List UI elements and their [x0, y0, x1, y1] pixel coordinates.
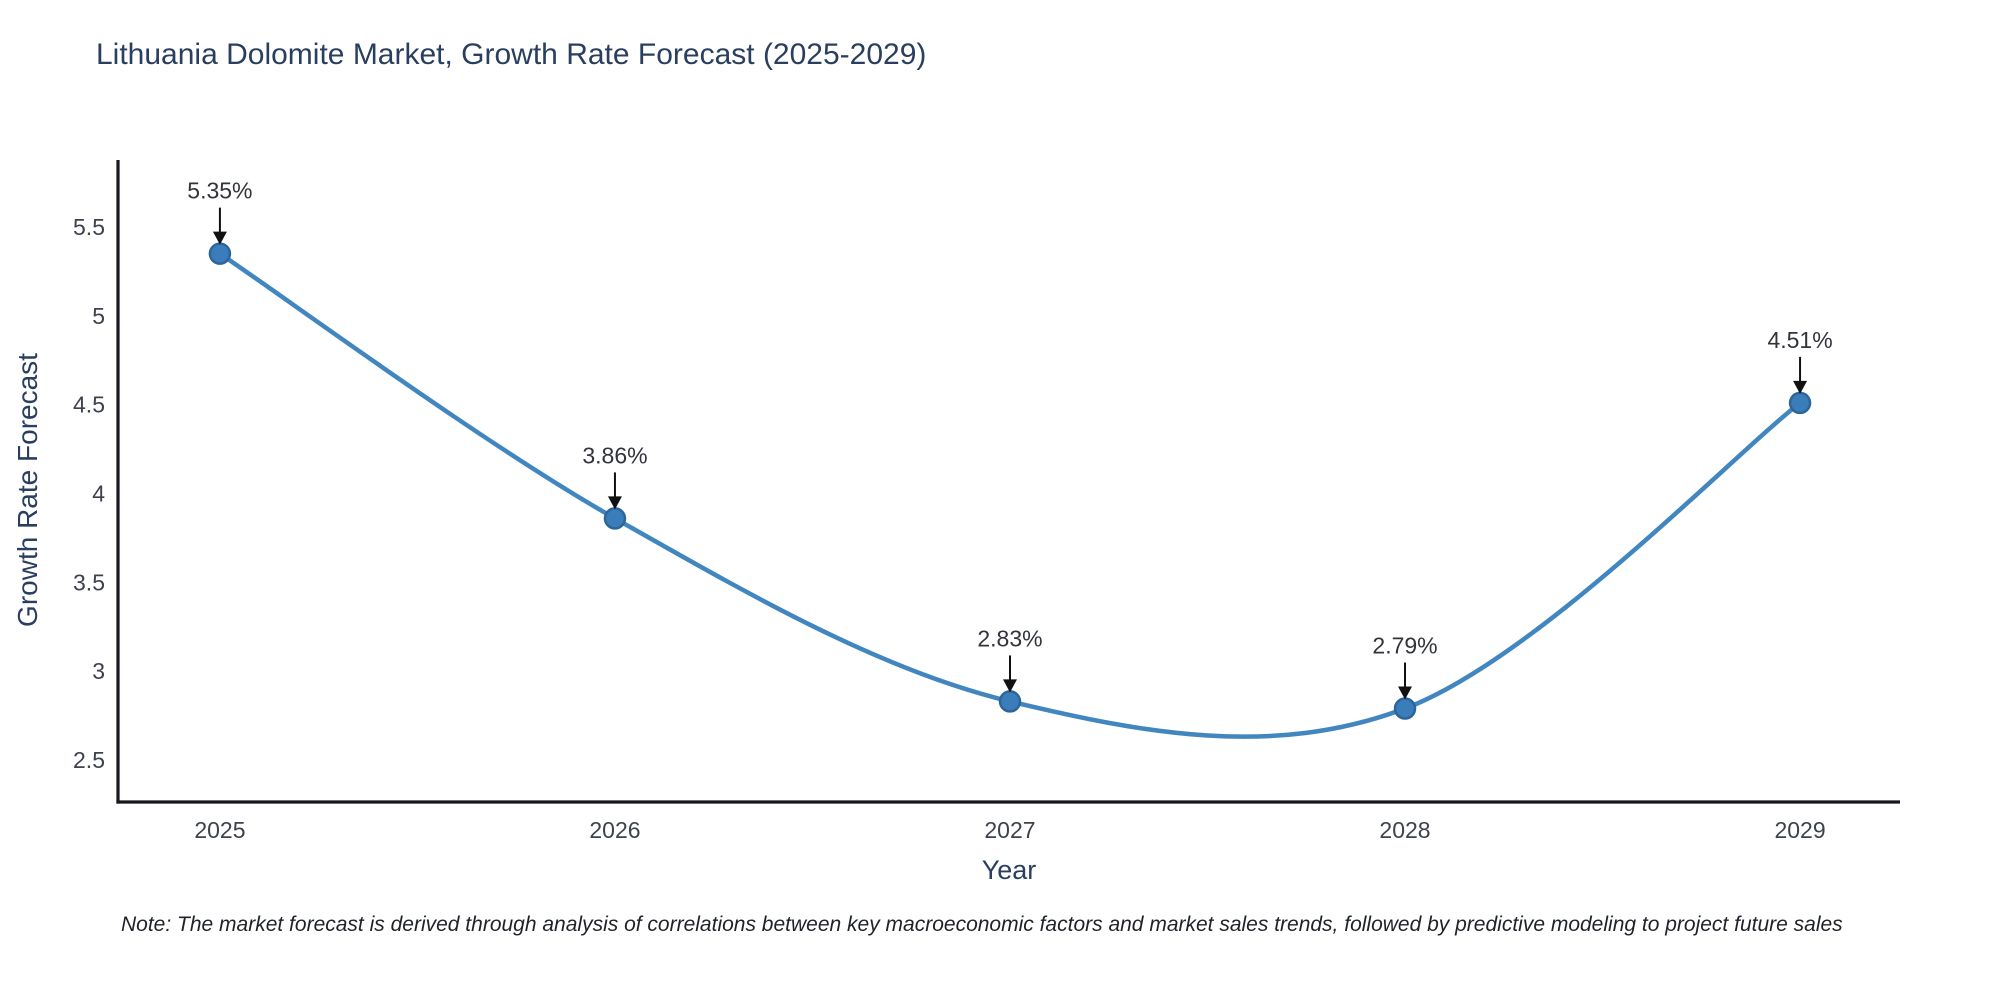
data-point-marker[interactable]: [603, 507, 627, 530]
data-point-marker[interactable]: [1393, 697, 1417, 720]
y-tick-label: 3: [92, 658, 105, 684]
x-axis-title: Year: [981, 855, 1037, 885]
chart-footnote: Note: The market forecast is derived thr…: [121, 913, 1843, 936]
data-point-marker[interactable]: [208, 242, 232, 265]
data-point-label: 3.86%: [582, 442, 647, 468]
annotation-arrow-head-icon: [1793, 380, 1808, 394]
data-point-marker[interactable]: [1788, 391, 1812, 415]
x-tick-label: 2025: [194, 817, 245, 843]
y-tick-label: 4: [92, 481, 105, 507]
annotation-arrow-head-icon: [1398, 686, 1413, 700]
x-tick-label: 2026: [589, 817, 640, 843]
x-tick-label: 2027: [984, 817, 1035, 843]
data-point-marker[interactable]: [998, 690, 1022, 713]
data-point-label: 5.35%: [187, 178, 252, 204]
y-axis-title: Growth Rate Forecast: [12, 353, 43, 627]
x-tick-label: 2029: [1774, 817, 1825, 843]
data-point-label: 2.83%: [977, 625, 1042, 651]
chart-title: Lithuania Dolomite Market, Growth Rate F…: [96, 38, 927, 71]
annotation-arrow-head-icon: [607, 496, 622, 510]
data-point-label: 4.51%: [1767, 327, 1832, 353]
y-tick-label: 5.5: [73, 214, 105, 240]
y-tick-label: 5: [92, 303, 105, 329]
y-tick-label: 3.5: [73, 569, 105, 595]
x-tick-label: 2028: [1379, 817, 1430, 843]
y-tick-label: 4.5: [73, 392, 105, 418]
y-tick-label: 2.5: [73, 747, 105, 773]
annotation-arrow-head-icon: [1002, 679, 1017, 693]
annotation-arrow-head-icon: [212, 231, 227, 245]
data-point-label: 2.79%: [1372, 633, 1437, 659]
